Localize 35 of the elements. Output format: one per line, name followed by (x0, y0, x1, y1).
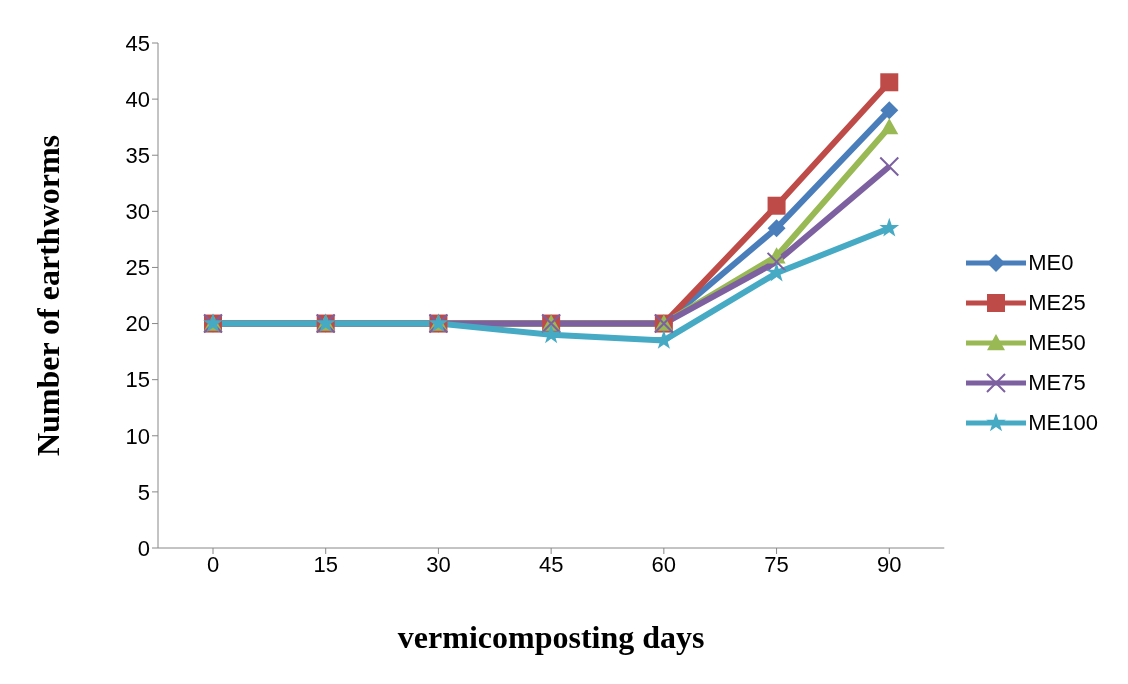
legend-label: ME50 (1028, 330, 1086, 356)
legend-label: ME75 (1028, 370, 1086, 396)
legend-label: ME100 (1028, 410, 1098, 436)
x-tick-label: 30 (426, 551, 451, 577)
x-tick-label: 75 (764, 551, 789, 577)
point (654, 330, 674, 349)
point (766, 251, 787, 272)
legend-label: ME0 (1028, 250, 1074, 276)
x-axis-title: vermicomposting days (397, 619, 705, 655)
y-tick-label: 0 (137, 535, 150, 561)
point (880, 73, 899, 92)
x-tick-label: 90 (877, 551, 902, 577)
point (879, 217, 900, 237)
legend-label: ME25 (1028, 290, 1086, 316)
point (767, 219, 786, 238)
y-tick-label: 35 (125, 143, 150, 169)
x-tick-label: 15 (313, 551, 338, 577)
y-axis-title: Number of earthworms (30, 134, 67, 457)
point (766, 262, 787, 282)
x-tick-label: 45 (538, 551, 564, 577)
x-tick-label: 60 (651, 551, 677, 577)
y-tick-label: 5 (137, 479, 150, 505)
y-tick-label: 25 (125, 255, 150, 281)
y-tick-label: 15 (125, 367, 150, 393)
y-tick-label: 45 (125, 30, 150, 56)
point (880, 118, 899, 135)
y-tick-label: 10 (125, 423, 150, 449)
y-tick-label: 30 (125, 199, 150, 225)
point (879, 156, 900, 177)
point (880, 101, 899, 120)
point (541, 324, 561, 344)
y-tick-label: 20 (125, 311, 150, 337)
x-tick-label: 0 (206, 551, 220, 577)
y-tick-label: 40 (125, 86, 150, 112)
point (767, 196, 786, 215)
